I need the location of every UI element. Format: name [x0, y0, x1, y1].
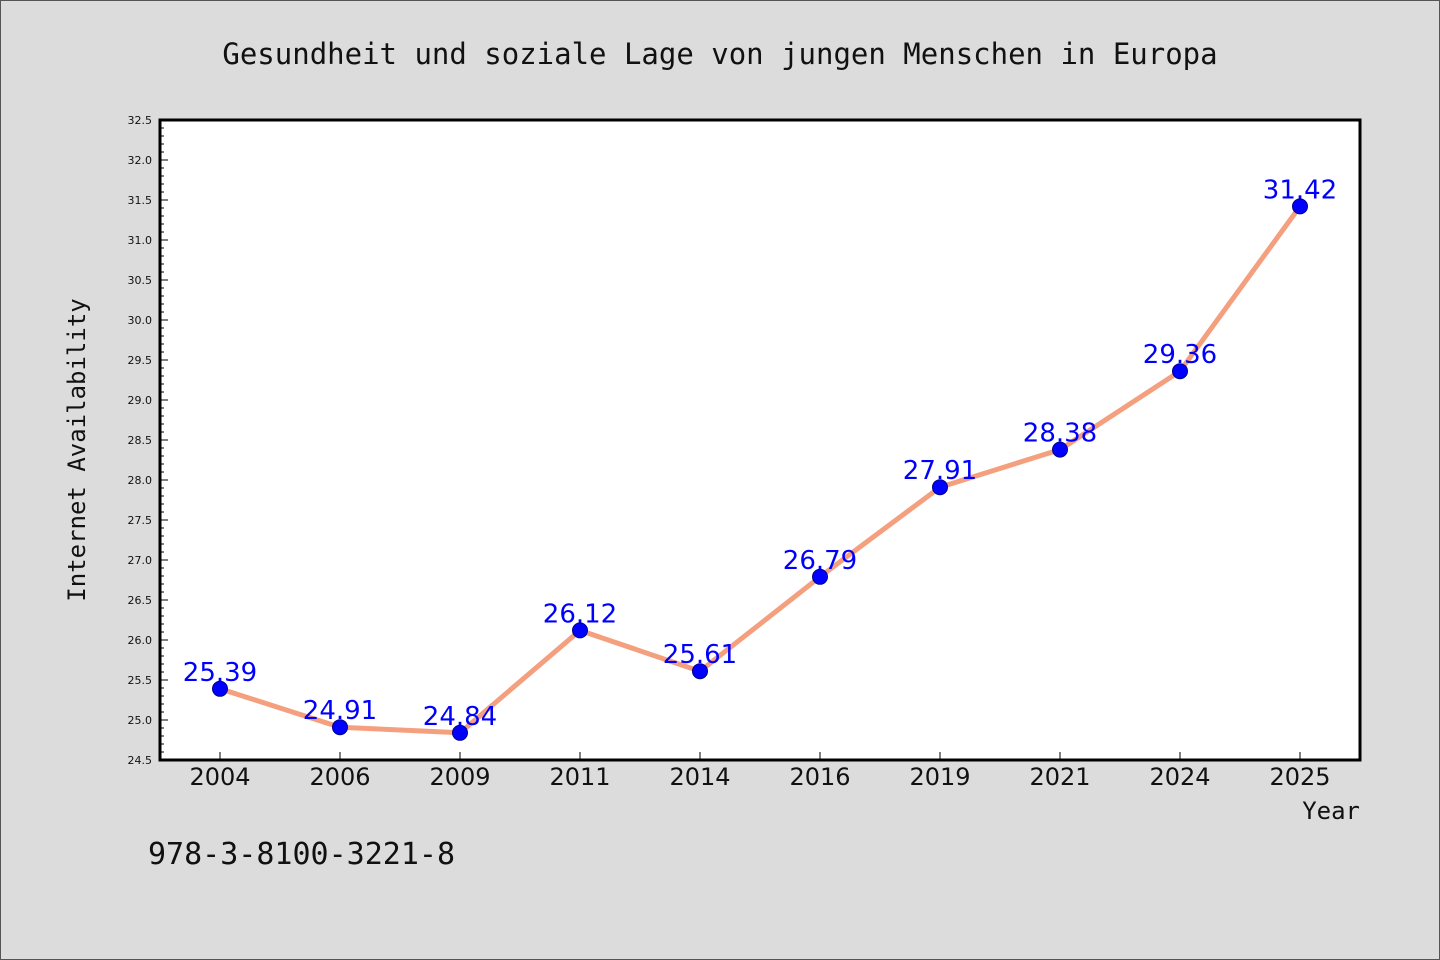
y-axis-ticks: 24.5 25.0 25.5 26.0 26.5 27.0 27.5 28.0 28.5 29.0… — [128, 114, 168, 767]
data-point-marker — [932, 479, 948, 496]
y-tick-label: 25.0 — [128, 714, 153, 727]
data-label: 31.42 — [1263, 175, 1337, 205]
data-label: 28.38 — [1023, 419, 1097, 449]
y-tick-label: 31.5 — [128, 194, 153, 207]
data-label: 25.61 — [663, 640, 737, 670]
plot-border — [158, 118, 1362, 762]
chart-title: Gesundheit und soziale Lage von jungen M… — [222, 37, 1217, 71]
y-tick-label: 27.5 — [128, 514, 153, 527]
x-tick-label: 2009 — [429, 763, 490, 791]
data-label: 25.39 — [183, 658, 257, 688]
y-tick-label: 29.0 — [128, 394, 153, 407]
data-label: 24.84 — [423, 702, 497, 732]
data-label: 24.91 — [303, 696, 377, 726]
data-point-marker — [1292, 198, 1308, 215]
data-point-marker — [212, 680, 228, 697]
y-axis-label: Internet Availability — [63, 298, 91, 601]
y-tick-label: 31.0 — [128, 234, 153, 247]
data-label: 27.91 — [903, 456, 977, 486]
x-axis-label: Year — [1302, 797, 1360, 825]
x-tick-label: 2025 — [1269, 763, 1330, 791]
x-tick-label: 2004 — [189, 763, 250, 791]
x-tick-label: 2006 — [309, 763, 370, 791]
data-label: 26.79 — [783, 546, 857, 576]
x-tick-label: 2024 — [1149, 763, 1210, 791]
y-tick-label: 28.0 — [128, 474, 153, 487]
data-markers — [212, 198, 1308, 741]
data-label: 29.36 — [1143, 340, 1217, 370]
y-tick-label: 26.0 — [128, 634, 153, 647]
y-tick-label: 24.5 — [128, 754, 153, 767]
y-tick-label: 30.0 — [128, 314, 153, 327]
data-point-marker — [1052, 441, 1068, 458]
data-labels: 25.39 24.91 24.84 26.12 25.61 26.79 27.91 28.38… — [183, 175, 1337, 731]
plot-area — [160, 120, 1360, 760]
x-tick-label: 2011 — [549, 763, 610, 791]
data-point-marker — [692, 663, 708, 680]
data-point-marker — [332, 719, 348, 736]
data-point-marker — [452, 724, 468, 741]
y-tick-label: 32.0 — [128, 154, 153, 167]
x-tick-label: 2014 — [669, 763, 730, 791]
y-tick-label: 29.5 — [128, 354, 153, 367]
x-tick-label: 2016 — [789, 763, 850, 791]
y-tick-label: 32.5 — [128, 114, 153, 127]
y-tick-label: 26.5 — [128, 594, 153, 607]
x-tick-label: 2021 — [1029, 763, 1090, 791]
y-tick-label: 25.5 — [128, 674, 153, 687]
data-point-marker — [572, 622, 588, 639]
data-point-marker — [812, 568, 828, 585]
y-tick-label: 28.5 — [128, 434, 153, 447]
y-tick-label: 30.5 — [128, 274, 153, 287]
series-line — [217, 203, 1303, 736]
data-point-marker — [1172, 363, 1188, 380]
data-label: 26.12 — [543, 599, 617, 629]
isbn-text: 978-3-8100-3221-8 — [148, 837, 455, 872]
y-tick-label: 27.0 — [128, 554, 153, 567]
x-tick-label: 2019 — [909, 763, 970, 791]
